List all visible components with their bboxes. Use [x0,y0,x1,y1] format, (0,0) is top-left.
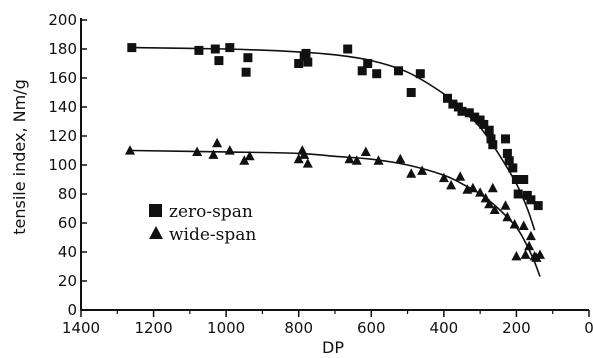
point-wide-span [438,172,449,183]
point-zero-span [406,88,416,97]
y-tick-label: 180 [48,40,77,58]
y-tick-label: 20 [58,272,77,290]
point-wide-span [125,145,135,155]
y-tick-label: 160 [48,69,77,87]
point-wide-span [395,153,406,164]
legend: zero-span wide-span [149,202,256,245]
legend-label-zero-span: zero-span [169,202,253,222]
point-wide-span [351,155,362,165]
point-zero-span [526,195,536,205]
point-zero-span [225,43,235,53]
point-wide-span [502,211,513,222]
point-zero-span [533,201,543,211]
y-tick-label: 0 [67,301,77,319]
point-wide-span [455,171,466,181]
y-tick-label: 80 [58,185,77,203]
point-wide-span [524,240,535,251]
x-tick-label: 0 [584,319,593,337]
point-wide-span [406,168,417,178]
point-wide-span [500,200,511,210]
point-wide-span [489,204,500,214]
y-tick-label: 140 [48,98,77,116]
point-zero-span [301,48,311,58]
point-wide-span [192,146,203,156]
x-tick-label: 400 [430,319,459,337]
point-wide-span [373,155,384,165]
point-zero-span [372,69,382,79]
x-tick-label: 1200 [134,319,172,337]
x-tick-label: 600 [357,319,386,337]
point-zero-span [210,44,220,54]
data-points [125,43,545,262]
x-tick-label: 200 [502,319,531,337]
point-zero-span [486,134,496,144]
point-wide-span [239,155,250,165]
point-wide-span [299,149,310,159]
point-wide-span [417,165,428,175]
point-wide-span [208,149,219,159]
point-wide-span [224,145,235,155]
point-zero-span [303,57,313,67]
y-tick-label: 60 [58,214,77,232]
point-zero-span [511,175,521,184]
point-wide-span [509,219,520,229]
point-zero-span [519,175,529,184]
point-wide-span [484,198,495,209]
point-wide-span [511,251,522,261]
point-zero-span [241,67,251,77]
point-zero-span [470,112,480,122]
point-zero-span [394,66,403,76]
point-zero-span [343,44,353,54]
point-zero-span [504,156,514,166]
point-zero-span [484,125,494,135]
point-zero-span [508,163,518,173]
point-zero-span [464,108,474,118]
point-zero-span [294,59,304,68]
point-wide-span [467,182,478,193]
point-zero-span [214,56,224,66]
point-zero-span [443,93,452,103]
point-wide-span [212,137,223,148]
y-tick-label: 40 [58,243,77,261]
point-zero-span [194,45,204,55]
point-zero-span [501,134,510,144]
point-zero-span [513,189,523,199]
x-tick-label: 1400 [62,319,100,337]
point-wide-span [525,230,536,241]
x-tick-label: 1000 [207,319,245,337]
legend-marker-wide-span [149,226,163,239]
point-wide-span [520,249,531,259]
x-tick-label: 800 [284,319,313,337]
legend-label-wide-span: wide-span [169,225,256,245]
point-wide-span [535,249,545,259]
point-wide-span [487,182,498,193]
y-tick-label: 120 [48,127,77,145]
point-wide-span [360,146,371,156]
point-wide-span [244,150,255,161]
point-zero-span [357,66,367,76]
point-zero-span [448,99,458,109]
y-tick-label: 200 [48,11,77,29]
point-wide-span [475,187,486,197]
point-zero-span [243,53,253,63]
x-axis-label: DP [322,338,344,357]
point-wide-span [480,192,491,203]
axes: 1400 1200 1000 800 600 400 200 0 0 20 40 60 80 100 120… [48,11,593,337]
point-zero-span [127,43,137,53]
point-zero-span [488,140,498,150]
point-zero-span [502,148,512,158]
point-wide-span [293,153,304,164]
point-zero-span [457,106,467,116]
point-wide-span [302,158,313,168]
point-zero-span [415,69,425,79]
point-wide-span [344,153,355,164]
point-wide-span [518,220,529,230]
point-wide-span [446,179,457,190]
point-zero-span [479,119,489,129]
legend-marker-zero-span [149,204,162,217]
point-zero-span [363,59,373,68]
y-tick-label: 100 [48,156,77,174]
y-axis-label: tensile index, Nm/g [10,79,29,234]
